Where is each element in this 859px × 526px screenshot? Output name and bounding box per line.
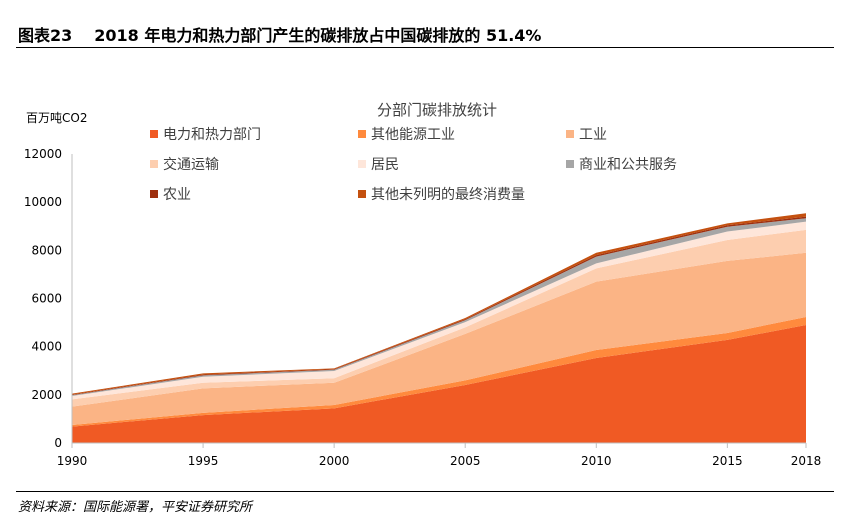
figure-title: 2018 年电力和热力部门产生的碳排放占中国碳排放的 51.4% [94, 26, 542, 45]
area-series-2 [72, 252, 806, 425]
area-series-0 [72, 324, 806, 443]
legend-label-5: 商业和公共服务 [579, 157, 677, 173]
legend-swatch-7 [358, 190, 366, 198]
legend-label-1: 其他能源工业 [371, 127, 455, 143]
legend-swatch-5 [566, 160, 574, 168]
legend-label-3: 交通运输 [163, 156, 219, 173]
legend-swatch-3 [150, 160, 158, 168]
legend-label-7: 其他未列明的最终消费量 [371, 187, 525, 203]
x-tick-label: 1995 [188, 454, 219, 468]
legend-label-0: 电力和热力部门 [163, 127, 261, 143]
y-tick-label: 10000 [24, 195, 62, 209]
y-tick-label: 12000 [24, 147, 62, 161]
x-tick-label: 2010 [581, 454, 612, 468]
chart-title: 分部门碳排放统计 [377, 101, 497, 119]
legend-label-2: 工业 [579, 127, 607, 143]
x-tick-label: 2000 [319, 454, 350, 468]
legend-swatch-4 [358, 160, 366, 168]
y-tick-label: 4000 [31, 340, 62, 354]
source-note: 资料来源：国际能源署，平安证券研究所 [18, 500, 253, 515]
x-tick-label: 2015 [712, 454, 743, 468]
y-axis-label: 百万吨CO2 [26, 111, 87, 125]
legend-swatch-2 [566, 130, 574, 138]
legend-label-6: 农业 [163, 187, 191, 203]
y-tick-label: 8000 [31, 243, 62, 257]
x-tick-label: 2018 [791, 454, 822, 468]
y-tick-label: 0 [54, 436, 62, 450]
figure-number: 图表23 [18, 26, 73, 45]
legend-swatch-1 [358, 130, 366, 138]
x-tick-label: 1990 [57, 454, 88, 468]
legend-swatch-0 [150, 130, 158, 138]
figure-header: 图表23 2018 年电力和热力部门产生的碳排放占中国碳排放的 51.4% [18, 22, 563, 46]
y-tick-label: 2000 [31, 388, 62, 402]
area-series-3 [72, 229, 806, 407]
y-tick-label: 6000 [31, 292, 62, 306]
x-tick-label: 2005 [450, 454, 481, 468]
legend-swatch-6 [150, 190, 158, 198]
header-rule [16, 47, 834, 48]
legend-label-4: 居民 [371, 157, 399, 173]
source-rule [16, 491, 834, 492]
